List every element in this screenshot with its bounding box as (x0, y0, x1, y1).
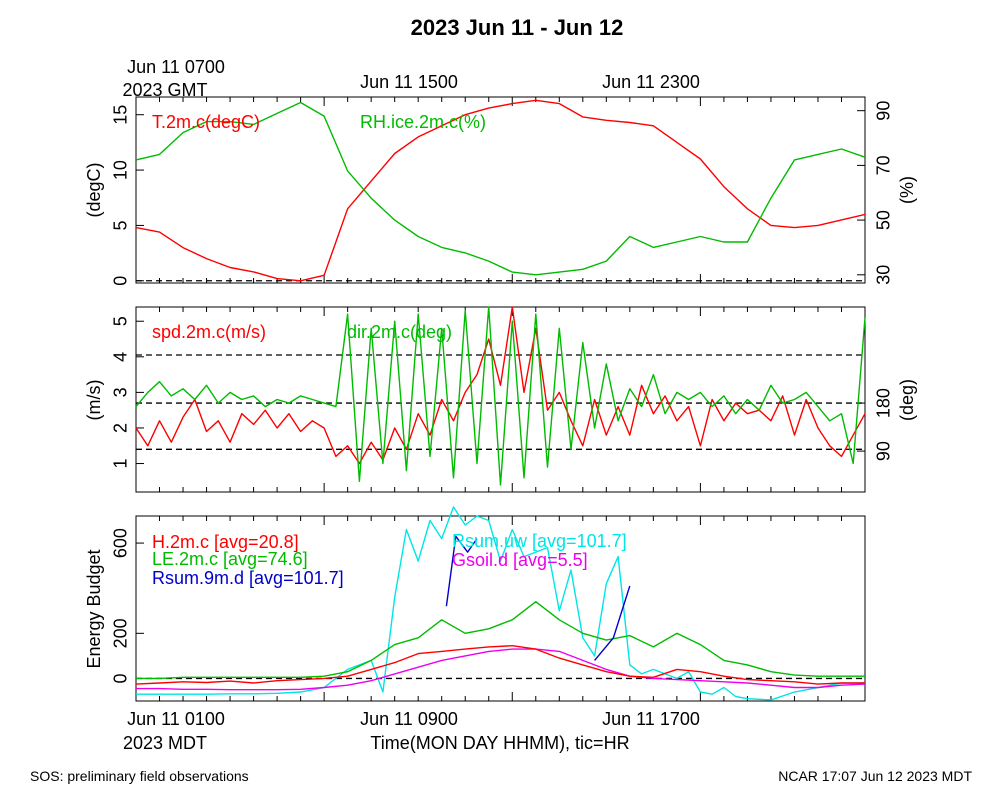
top-axis-first-label-year: 2023 GMT (122, 80, 207, 100)
legend-gsoil: Gsoil.d [avg=5.5] (452, 550, 588, 570)
footer-right: NCAR 17:07 Jun 12 2023 MDT (778, 768, 972, 784)
panel-wind: 1 2 3 4 5 90 180 (m/s) (deg) spd.2m.c(m/s) dir… (84, 306, 917, 493)
top-axis-first-label: Jun 11 0700 (127, 57, 225, 77)
legend-gsoil-avg: [avg=5.5] (513, 550, 588, 570)
legend-le2m-avg: [avg=74.6] (223, 549, 308, 569)
panel-temperature-humidity: 0 5 10 15 30 50 70 90 (degC) (%) T.2m.c(degC) R… (84, 96, 917, 286)
legend-gsoil-name: Gsoil.d (452, 550, 508, 570)
legend-h2m-name: H.2m.c (152, 532, 209, 552)
legend-rsum9m-avg: [avg=101.7] (249, 568, 344, 588)
x-axis-title: Time(MON DAY HHMM), tic=HR (370, 733, 629, 753)
panel1-left-axis-label: (degC) (84, 162, 104, 217)
legend-rsum9m-name: Rsum.9m.d (152, 568, 244, 588)
legend-spd: spd.2m.c(m/s) (152, 322, 266, 342)
panel1-right-tick-label: 70 (874, 155, 894, 175)
legend-dir: dir.2m.c(deg) (347, 322, 452, 342)
legend-le2m-name: LE.2m.c (152, 549, 218, 569)
panel2-left-tick-label: 3 (111, 387, 131, 397)
panel1-frame (135, 96, 866, 284)
legend-h2m-avg: [avg=20.8] (214, 532, 299, 552)
bottom-axis-first-label-year: 2023 MDT (123, 733, 207, 753)
series-rh-ice-2m-c (135, 101, 866, 276)
chart-title: 2023 Jun 11 - Jun 12 (411, 15, 624, 40)
panel3-series (135, 506, 866, 701)
legend-h2m: H.2m.c [avg=20.8] (152, 532, 299, 552)
top-axis-label-2300: Jun 11 2300 (602, 72, 700, 92)
panel1-series (135, 99, 866, 282)
panel2-right-axis-label: (deg) (897, 379, 917, 421)
panel3-ticks: 0 200 600 (111, 516, 866, 701)
series-le-2m-c (136, 601, 865, 680)
panel3-frame (135, 515, 866, 702)
legend-rsumuw-name: Rsum.uw (452, 531, 528, 551)
panel1-left-tick-label: 15 (111, 105, 131, 125)
legend-t2m: T.2m.c(degC) (152, 112, 260, 132)
series-dir-2m-c-deg (135, 306, 866, 486)
legend-rh: RH.ice.2m.c(%) (360, 112, 486, 132)
legend-rsumuw: Rsum.uw [avg=101.7] (452, 531, 627, 551)
series-gsoil-d (136, 648, 866, 691)
panel3-left-tick-label: 600 (111, 528, 131, 558)
panel1-left-tick-label: 10 (111, 160, 131, 180)
bottom-axis-first-label: Jun 11 0100 (127, 709, 225, 729)
footer-left: SOS: preliminary field observations (30, 768, 249, 784)
panel2-left-tick-label: 5 (111, 316, 131, 326)
panel3-left-axis-label: Energy Budget (84, 549, 104, 668)
bottom-axis-label-0900: Jun 11 0900 (360, 709, 458, 729)
panel1-ticks: 0 5 10 15 30 50 70 90 (111, 97, 894, 286)
panel3-left-tick-label: 200 (111, 618, 131, 648)
panel2-right-tick-label: 90 (874, 441, 894, 461)
panel3-left-tick-label: 0 (111, 673, 131, 683)
top-axis-label-1500: Jun 11 1500 (360, 72, 458, 92)
panel1-left-tick-label: 5 (111, 220, 131, 230)
panel2-reference-lines (136, 354, 865, 450)
panel2-frame (135, 306, 866, 493)
panel1-right-axis-label: (%) (897, 176, 917, 204)
panel2-left-axis-label: (m/s) (84, 380, 104, 421)
series-rsum-9m-d (445, 535, 478, 607)
series-t-2m-c-degc (135, 99, 866, 282)
panel2-left-tick-label: 1 (111, 459, 131, 469)
legend-rsumuw-avg: [avg=101.7] (532, 531, 627, 551)
panel2-right-tick-label: 180 (874, 388, 894, 418)
series-h-2m-c (135, 645, 865, 685)
series-rsum-9m-d (594, 585, 631, 661)
panel2-left-tick-label: 4 (111, 352, 131, 362)
legend-le2m: LE.2m.c [avg=74.6] (152, 549, 308, 569)
legend-rsum9m: Rsum.9m.d [avg=101.7] (152, 568, 344, 588)
panel1-right-tick-label: 30 (874, 265, 894, 285)
bottom-axis-label-1700: Jun 11 1700 (602, 709, 700, 729)
panel1-left-tick-label: 0 (111, 276, 131, 286)
panel1-right-tick-label: 90 (874, 101, 894, 121)
panel2-left-tick-label: 2 (111, 423, 131, 433)
panel1-right-tick-label: 50 (874, 210, 894, 230)
panel2-series (135, 306, 866, 486)
series-spd-2m-c-m-s (135, 306, 866, 465)
